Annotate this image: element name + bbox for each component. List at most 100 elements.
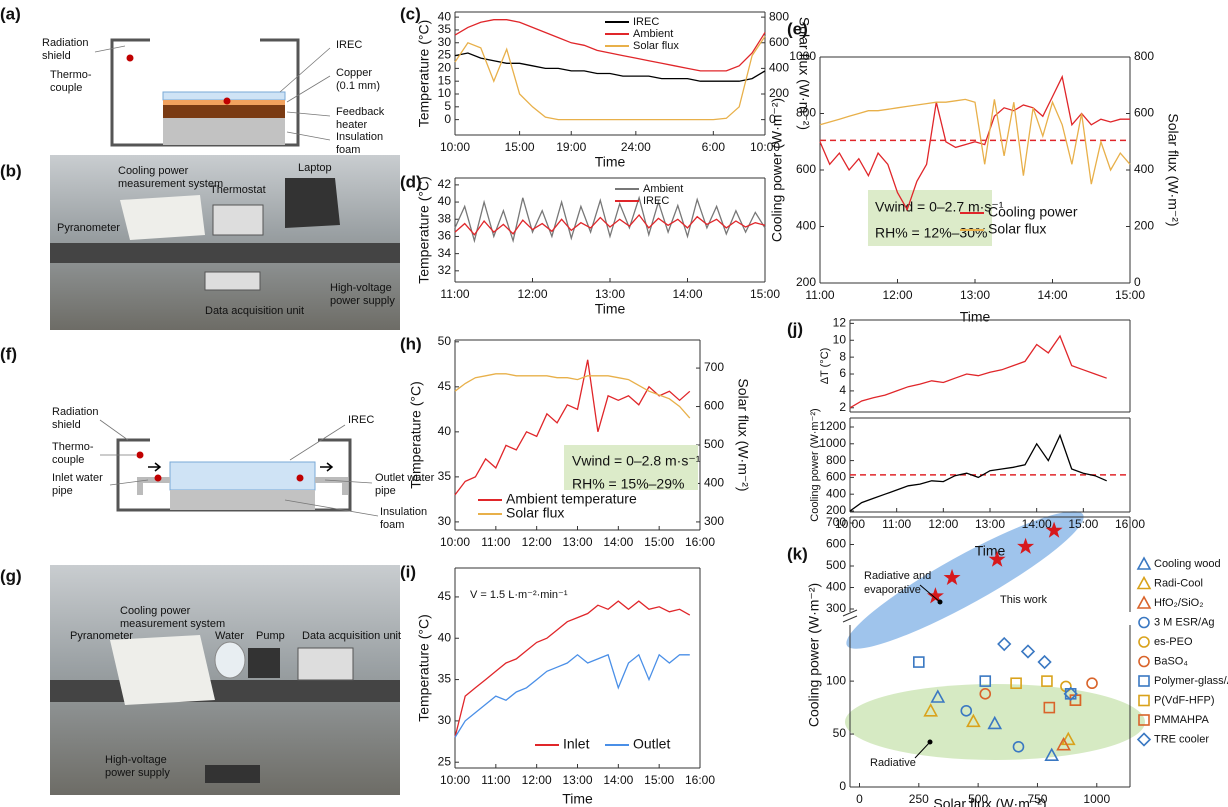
y-tick-label: 2 <box>839 400 846 414</box>
series-line <box>454 373 691 419</box>
x-tick-label: 11:00 <box>805 288 834 302</box>
y-tick-label: 1200 <box>819 419 846 433</box>
y-axis-title: Temperature (°C) <box>416 176 432 284</box>
y-axis-title: Cooling power (W·m⁻²) <box>769 98 785 242</box>
y-tick-label: 400 <box>796 219 816 233</box>
x-axis-title: Time <box>960 309 991 325</box>
point <box>1044 747 1060 762</box>
annotation: Copper <box>336 67 372 79</box>
y-tick-label: 25 <box>438 754 452 768</box>
photo-b <box>50 155 400 330</box>
point <box>1056 736 1071 751</box>
series-line <box>454 52 766 82</box>
annotation: foam <box>336 144 360 156</box>
y-tick-label: 400 <box>826 580 846 594</box>
y-tick-label: 25 <box>438 48 452 62</box>
point <box>987 715 1003 730</box>
annotation: heater <box>336 119 368 131</box>
y2-tick-label: 400 <box>704 476 724 490</box>
point <box>1136 732 1152 747</box>
x-tick-label: 15:00 <box>1115 288 1145 302</box>
panel-label: (j) <box>787 319 803 338</box>
x-tick-label: 14:00 <box>1022 517 1052 531</box>
y-tick-label: 38 <box>438 211 452 225</box>
y2-tick-label: 400 <box>1134 162 1154 176</box>
y-axis-title: Cooling power (W·m⁻²) <box>806 583 822 727</box>
y-tick-label: 10 <box>438 86 452 100</box>
y-tick-label: 30 <box>438 514 452 528</box>
y-tick-label: 5 <box>444 99 451 113</box>
leader-dot <box>937 599 943 605</box>
y2-tick-label: 400 <box>769 61 789 75</box>
y-tick-label: 12 <box>833 316 847 330</box>
annotation: Water <box>215 630 244 642</box>
x-tick-label: 12:00 <box>928 517 958 531</box>
point <box>1063 686 1078 701</box>
y-tick-label: 0 <box>444 112 451 126</box>
x-tick-label: 1000 <box>1083 792 1110 806</box>
point <box>988 550 1006 567</box>
y-tick-label: 10 <box>833 332 847 346</box>
y2-tick-label: 0 <box>1134 275 1141 289</box>
legend-label: Cooling power <box>988 204 1078 220</box>
y-tick-label: 40 <box>438 630 452 644</box>
point <box>1138 675 1150 687</box>
annotation: shield <box>52 419 81 431</box>
x-tick-label: 11:00 <box>481 535 510 549</box>
y2-tick-label: 200 <box>1134 219 1154 233</box>
y-tick-label: 50 <box>833 726 847 740</box>
y2-tick-label: 600 <box>704 399 724 413</box>
y2-tick-label: 600 <box>769 35 789 49</box>
series-line <box>454 35 766 121</box>
y-tick-label: 34 <box>438 246 452 260</box>
y-axis-title: Cooling power (W·m⁻²) <box>809 408 821 521</box>
point <box>1138 694 1150 707</box>
point <box>943 568 961 586</box>
series-line <box>819 98 1131 185</box>
panel-label: (b) <box>0 161 22 180</box>
panel-label: (i) <box>400 562 416 581</box>
annotation: Pump <box>256 630 285 642</box>
y-tick-label: 15 <box>438 73 452 87</box>
x-axis-title: Time <box>595 154 626 170</box>
y-tick-label: 40 <box>438 194 452 208</box>
x-tick-label: 6:00 <box>702 140 726 154</box>
diagram-a <box>94 38 331 147</box>
series-line <box>819 74 1130 212</box>
leader-line <box>919 584 941 603</box>
y-tick-label: 600 <box>826 470 846 484</box>
legend-label: Polymer-glass/Ag <box>1154 675 1228 687</box>
annotation: power supply <box>330 295 395 307</box>
y2-tick-label: 800 <box>1134 49 1154 63</box>
annotation: RH% = 15%–29% <box>572 476 684 492</box>
series-line <box>454 653 690 738</box>
x-tick-label: 14:00 <box>1037 288 1067 302</box>
point <box>1136 556 1152 570</box>
point <box>930 689 946 703</box>
annotation: High-voltage <box>105 754 167 766</box>
x-tick-label: 10:00 <box>750 140 780 154</box>
y2-axis-title: Solar flux (W·m⁻²) <box>1165 113 1181 226</box>
annotation: Insulation <box>380 506 427 518</box>
point <box>1086 677 1098 690</box>
x-tick-label: 10:00 <box>440 773 470 787</box>
legend-label: Inlet <box>563 736 590 752</box>
annotation: This work <box>1000 594 1048 606</box>
x-tick-label: 13:00 <box>562 535 592 549</box>
y-tick-label: 100 <box>826 673 846 687</box>
annotation: Inlet water <box>52 472 103 484</box>
x-tick-label: 500 <box>968 792 988 806</box>
annotation: pipe <box>52 485 73 497</box>
x-tick-label: 11:00 <box>481 773 510 787</box>
annotation: measurement system <box>120 618 225 630</box>
panel-label: (g) <box>0 566 22 585</box>
panel-label: (a) <box>0 4 21 23</box>
x-tick-label: 12:00 <box>882 288 912 302</box>
x-tick-label: 11:00 <box>440 287 469 301</box>
x-tick-label: 15:00 <box>644 535 674 549</box>
x-tick-label: 15:00 <box>505 140 535 154</box>
point <box>979 675 992 687</box>
y2-tick-label: 200 <box>769 86 789 100</box>
legend-label: Cooling wood <box>1154 558 1221 570</box>
